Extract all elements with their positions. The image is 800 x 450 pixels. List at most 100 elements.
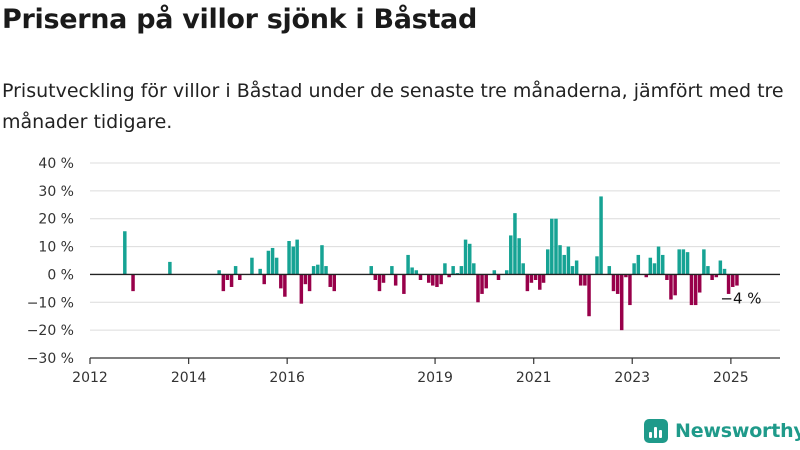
bar: [484, 274, 488, 289]
chart-title: Priserna på villor sjönk i Båstad: [2, 4, 478, 35]
bar: [303, 274, 308, 285]
bar: [632, 263, 636, 275]
chart-subtitle: Prisutveckling för villor i Båstad under…: [2, 80, 784, 133]
bar: [472, 263, 476, 275]
bar: [492, 270, 497, 275]
bar: [439, 274, 443, 285]
bar: [332, 274, 336, 292]
bar: [550, 218, 554, 275]
bar: [611, 274, 616, 292]
bar: [426, 274, 431, 283]
bar: [311, 266, 316, 275]
bar: [468, 243, 472, 275]
bar: [225, 274, 230, 280]
bar: [504, 270, 509, 275]
bar: [435, 274, 439, 287]
bar: [538, 274, 542, 290]
bar: [541, 274, 546, 283]
last-value-label: −4 %: [720, 290, 761, 308]
bar: [578, 274, 583, 286]
bar: [123, 231, 127, 275]
bar: [628, 274, 632, 306]
bar: [624, 274, 628, 278]
bar: [451, 266, 455, 275]
bar: [287, 241, 291, 275]
bar: [402, 274, 406, 294]
bar: [390, 266, 394, 275]
bar: [238, 274, 242, 280]
bar: [583, 274, 587, 286]
bar: [714, 274, 719, 278]
bar: [660, 254, 665, 275]
bar: [455, 273, 460, 275]
bar: [677, 249, 681, 275]
y-tick-label: −20 %: [27, 323, 74, 339]
bar: [665, 274, 669, 280]
bar: [463, 239, 468, 275]
y-tick-label: 40 %: [38, 156, 74, 172]
bar: [229, 274, 234, 287]
bar: [656, 246, 661, 275]
bar: [517, 238, 521, 275]
x-tick-label: 2019: [417, 370, 453, 386]
x-tick-label: 2025: [713, 370, 749, 386]
bar: [410, 267, 414, 275]
bar: [307, 274, 312, 292]
bar: [587, 274, 591, 317]
x-tick-label: 2021: [516, 370, 552, 386]
bar: [619, 274, 624, 331]
bar: [381, 274, 386, 283]
bar: [673, 274, 677, 296]
bar: [706, 266, 710, 275]
bar: [262, 274, 266, 285]
bar: [718, 260, 723, 275]
bar: [735, 274, 739, 286]
bar: [447, 274, 451, 278]
y-tick-label: 20 %: [38, 212, 74, 228]
bar: [221, 274, 226, 292]
bar: [431, 274, 435, 286]
bar: [233, 266, 238, 275]
bar: [393, 274, 398, 286]
bar: [513, 213, 517, 275]
bar: [689, 274, 694, 306]
bar: [168, 261, 172, 275]
bar: [702, 249, 706, 275]
y-tick-label: 10 %: [38, 240, 74, 256]
bar: [320, 245, 324, 275]
x-tick-label: 2014: [171, 370, 207, 386]
bar: [529, 274, 534, 283]
bar: [652, 263, 657, 275]
bar: [299, 274, 304, 304]
bar: [369, 266, 373, 275]
bar: [669, 274, 673, 300]
y-tick-label: 0 %: [47, 267, 74, 283]
bar: [274, 257, 279, 275]
bar: [258, 268, 262, 275]
bar: [685, 252, 690, 275]
bar: [283, 274, 287, 297]
bar: [562, 254, 566, 275]
bar: [554, 218, 558, 275]
bar: [328, 274, 332, 287]
bar: [546, 249, 550, 275]
bar: [250, 257, 254, 275]
bar: [406, 254, 410, 275]
x-tick-label: 2012: [72, 370, 108, 386]
x-tick-label: 2016: [269, 370, 305, 386]
bar: [480, 274, 484, 294]
x-tick-label: 2023: [614, 370, 650, 386]
y-tick-label: −10 %: [27, 295, 74, 311]
bar: [476, 274, 480, 303]
bar: [722, 268, 727, 275]
bar: [607, 266, 612, 275]
bar: [574, 260, 579, 275]
bar: [697, 274, 702, 293]
bar: [595, 256, 599, 275]
bar: [636, 254, 641, 275]
bar: [521, 263, 525, 275]
bar: [509, 235, 513, 275]
bar: [599, 196, 603, 275]
bars: [123, 196, 739, 331]
bar: [693, 274, 698, 306]
